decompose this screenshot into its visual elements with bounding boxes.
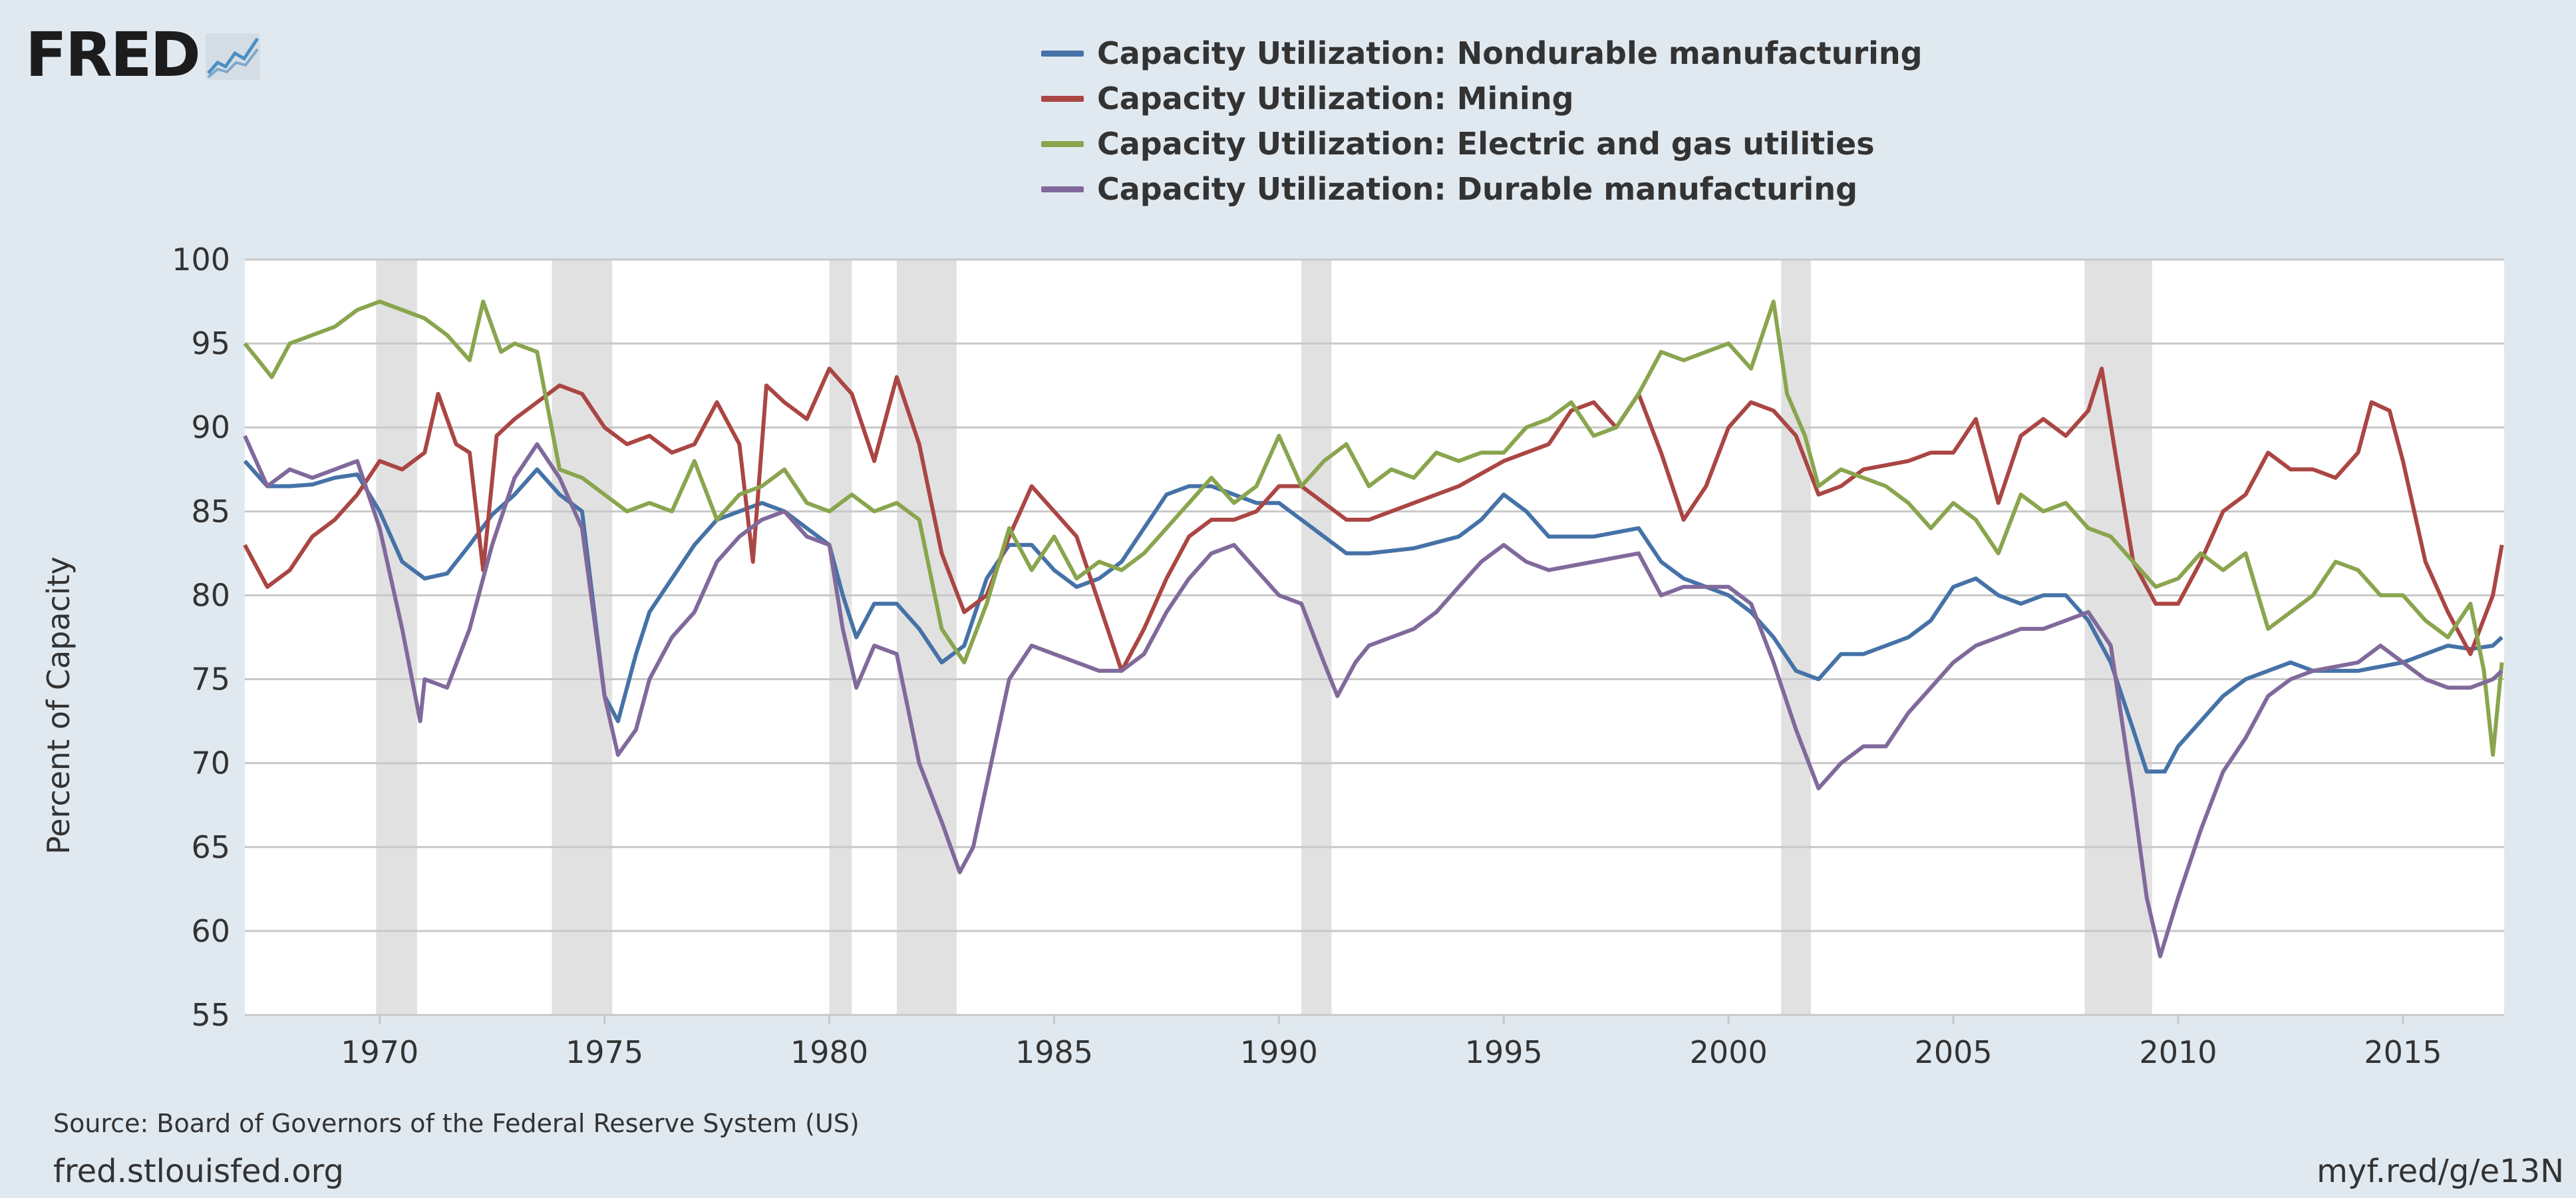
x-tick-label: 1970 [341,1034,418,1070]
y-tick-label: 100 [172,242,230,278]
recession-band-4 [1301,260,1332,1015]
fred-site-link[interactable]: fred.stlouisfed.org [53,1153,345,1190]
x-tick-label: 1975 [565,1034,643,1070]
legend-label: Capacity Utilization: Electric and gas u… [1097,126,1875,162]
x-tick-label: 1990 [1240,1034,1318,1070]
series-lines [243,300,2504,958]
legend-swatch [1041,140,1084,147]
y-tick-label: 95 [191,325,230,361]
x-tick-label: 1995 [1465,1034,1543,1070]
legend-label: Capacity Utilization: Mining [1097,81,1574,116]
y-tick-label: 65 [191,829,230,865]
legend-swatch [1041,186,1084,192]
y-axis-label: Percent of Capacity [41,556,77,855]
y-tick-label: 55 [191,997,230,1033]
legend-item-1[interactable]: Capacity Utilization: Mining [1041,76,1923,121]
series-line-1 [243,366,2504,673]
chart-legend: Capacity Utilization: Nondurable manufac… [1041,31,1923,212]
fred-logo[interactable]: FRED [25,19,261,91]
legend-swatch [1041,50,1084,57]
axes: 55 60 65 70 75 80 85 90 95 100 1970 1975 1980 1985 199… [172,242,2504,1070]
x-tick-label: 2000 [1690,1034,1768,1070]
fred-logo-text: FRED [25,19,201,91]
y-tick-label: 90 [191,409,230,445]
fred-chart-icon [205,33,260,80]
x-tick-label: 1980 [790,1034,868,1070]
legend-label: Capacity Utilization: Nondurable manufac… [1097,35,1923,71]
recession-band-0 [376,260,417,1015]
x-tick-label: 2005 [1915,1034,1993,1070]
short-link[interactable]: myf.red/g/e13N [2317,1153,2564,1190]
x-tick-label: 2015 [2364,1034,2442,1070]
recession-band-1 [552,260,613,1015]
x-tick-label: 2010 [2139,1034,2217,1070]
y-tick-label: 80 [191,577,230,613]
legend-label: Capacity Utilization: Durable manufactur… [1097,171,1857,207]
y-tick-label: 75 [191,662,230,698]
recession-band-2 [829,260,852,1015]
y-tick-label: 60 [191,913,230,949]
legend-item-2[interactable]: Capacity Utilization: Electric and gas u… [1041,121,1923,166]
legend-swatch [1041,95,1084,102]
y-tick-label: 85 [191,493,230,529]
recession-band-6 [2084,260,2152,1015]
legend-item-3[interactable]: Capacity Utilization: Durable manufactur… [1041,166,1923,212]
y-tick-label: 70 [191,745,230,781]
x-tick-label: 1985 [1015,1034,1093,1070]
source-note: Source: Board of Governors of the Federa… [53,1109,860,1138]
series-line-2 [243,300,2504,757]
series-line-3 [243,435,2503,958]
legend-item-0[interactable]: Capacity Utilization: Nondurable manufac… [1041,31,1923,76]
